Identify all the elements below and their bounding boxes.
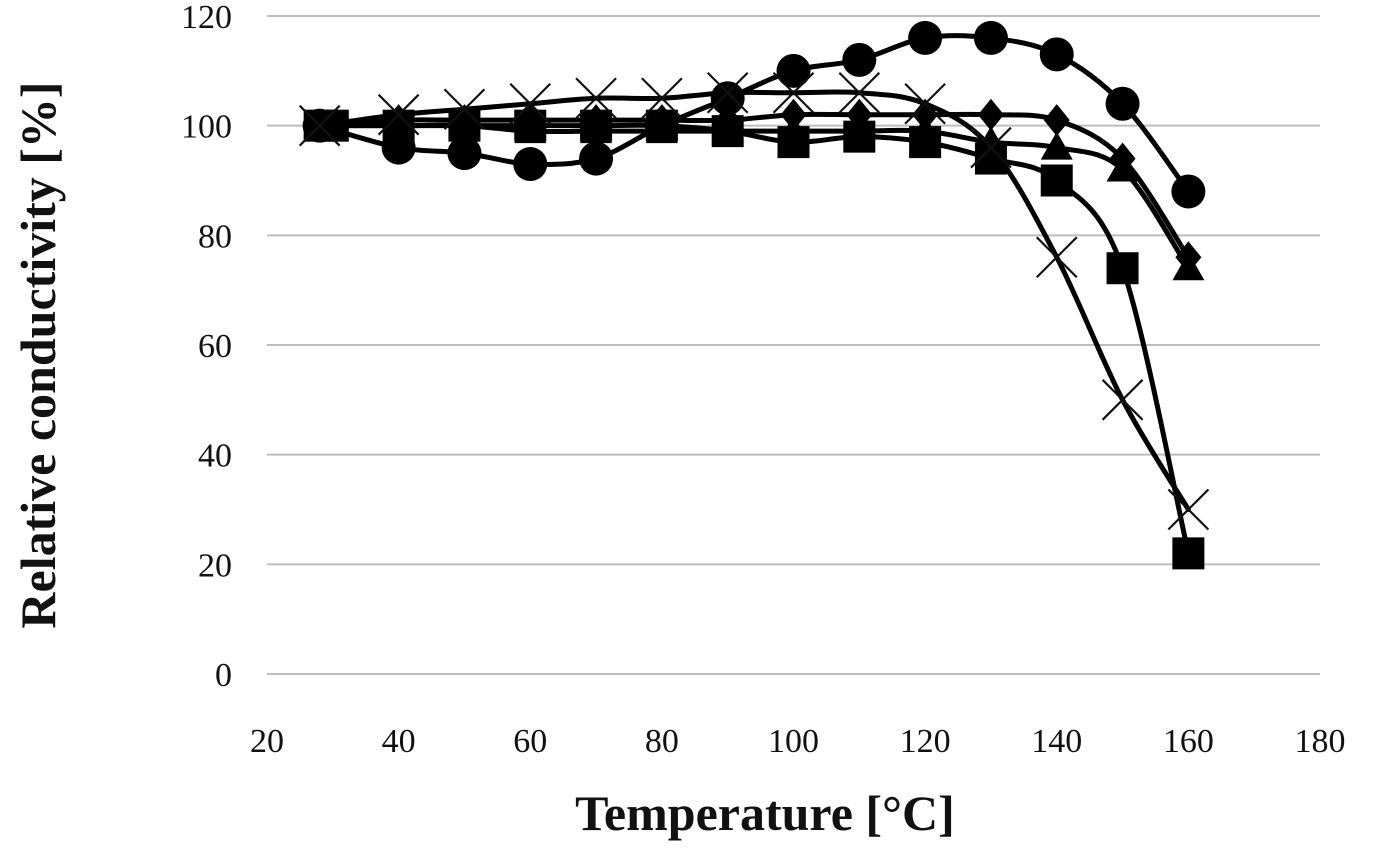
data-point-circle [710, 81, 745, 116]
plot-series [298, 20, 1210, 570]
series-triangle [303, 109, 1205, 281]
x-tick-label: 160 [1163, 723, 1214, 760]
x-tick-labels: 20 40 60 80 100 120 140 160 180 [250, 723, 1346, 760]
data-point-square [1040, 164, 1073, 197]
data-point-circle [513, 147, 548, 182]
data-point-circle [1039, 37, 1074, 72]
data-point-triangle [580, 115, 613, 144]
y-tick-label: 80 [198, 218, 232, 255]
data-point-circle [1171, 174, 1206, 209]
data-point-diamond [977, 98, 1004, 131]
data-point-circle [842, 42, 877, 77]
data-point-x [298, 104, 341, 147]
data-point-triangle [711, 115, 744, 144]
data-point-x [575, 77, 617, 120]
data-point-square [1106, 252, 1139, 285]
x-tick-label: 20 [250, 723, 284, 760]
data-point-x [970, 126, 1012, 169]
data-point-x [838, 71, 881, 114]
x-tick-label: 100 [768, 723, 819, 760]
data-point-circle [973, 20, 1008, 55]
y-tick-labels: 0 20 40 60 80 100 120 [181, 0, 232, 694]
x-tick-label: 80 [645, 723, 679, 760]
y-axis-title: Relative conductivity [%] [10, 81, 66, 628]
data-point-x [641, 77, 683, 120]
x-tick-label: 40 [382, 723, 416, 760]
y-tick-label: 20 [198, 547, 232, 584]
data-point-x [377, 93, 420, 136]
data-point-triangle [645, 115, 678, 144]
x-tick-label: 60 [513, 723, 547, 760]
data-point-triangle [448, 109, 481, 138]
data-point-triangle [1172, 252, 1205, 281]
y-tick-label: 120 [181, 0, 232, 36]
data-point-x [443, 88, 486, 130]
data-point-triangle [974, 126, 1007, 155]
series-x [298, 71, 1210, 531]
data-point-square [1172, 537, 1205, 570]
x-tick-label: 180 [1295, 723, 1346, 760]
data-point-triangle [909, 115, 942, 144]
data-point-triangle [1040, 131, 1073, 160]
data-point-x [772, 71, 815, 114]
data-point-circle [776, 53, 811, 88]
data-point-diamond [1043, 104, 1070, 137]
y-tick-label: 60 [198, 328, 232, 365]
data-point-triangle [382, 109, 415, 138]
x-tick-label: 120 [900, 723, 951, 760]
data-point-circle [908, 20, 943, 55]
data-point-circle [579, 141, 614, 176]
data-point-x [904, 82, 946, 125]
data-point-triangle [514, 115, 547, 144]
series-square [303, 109, 1205, 570]
data-point-x [1101, 379, 1144, 421]
data-point-x [1035, 236, 1078, 279]
y-tick-label: 40 [198, 438, 232, 475]
y-tick-label: 0 [215, 657, 232, 694]
data-point-triangle [1106, 153, 1139, 182]
data-point-diamond [780, 98, 807, 131]
y-tick-label: 100 [181, 109, 232, 146]
x-tick-label: 140 [1031, 723, 1082, 760]
data-point-x [1167, 488, 1210, 531]
data-point-triangle [843, 115, 876, 144]
x-axis-title: Temperature [°C] [575, 785, 955, 841]
data-point-x [509, 82, 552, 125]
data-point-circle [447, 136, 482, 171]
data-point-diamond [846, 98, 873, 131]
data-point-x [706, 71, 749, 114]
data-point-circle [1105, 86, 1140, 121]
data-point-triangle [777, 115, 810, 144]
